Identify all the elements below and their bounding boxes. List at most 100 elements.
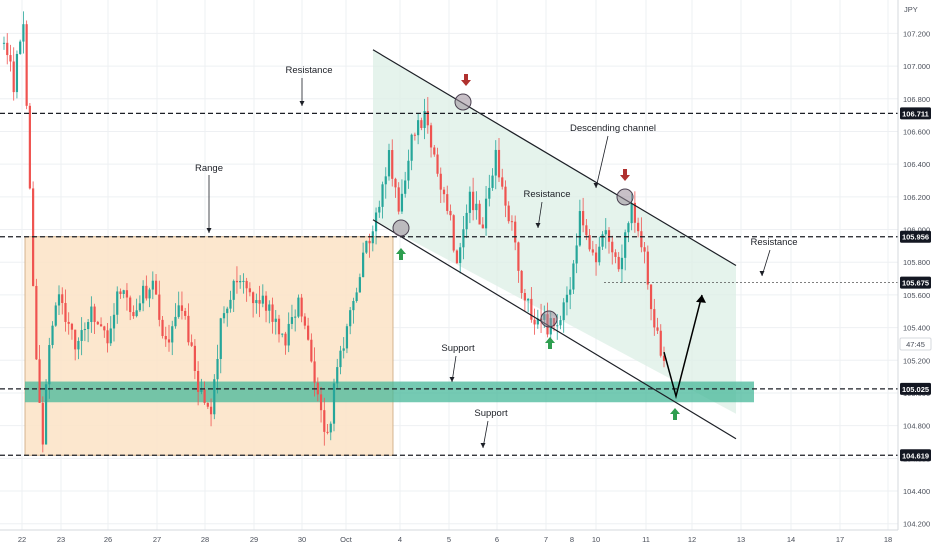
candle-body (517, 242, 520, 271)
candle-body (662, 355, 666, 361)
candle-body (462, 229, 465, 248)
price-tick-label: 106.200 (903, 193, 930, 202)
price-badge-label: 106.711 (902, 109, 929, 118)
candle-body (598, 246, 601, 263)
candle-body (226, 308, 229, 314)
pivot-circle (616, 188, 634, 206)
candle-body (116, 291, 119, 315)
candle-body (138, 303, 141, 311)
candle-body (413, 134, 416, 136)
candle-body (145, 285, 148, 299)
candle-body (193, 345, 196, 371)
candle-body (167, 339, 171, 343)
time-tick-label: 13 (737, 535, 745, 544)
candle-body (74, 329, 77, 350)
candle-body (316, 382, 319, 395)
time-tick-label: 11 (642, 535, 650, 544)
countdown-badge (899, 337, 932, 351)
time-tick-label: 12 (688, 535, 696, 544)
candle-body (387, 150, 391, 177)
time-tick-label: 5 (447, 535, 451, 544)
candle-body (184, 310, 187, 316)
candle-body (290, 317, 294, 324)
candle-body (630, 202, 633, 224)
candle-body (277, 318, 281, 335)
candle-body (397, 187, 400, 212)
zones (24, 49, 754, 456)
candle-body (190, 342, 193, 346)
candle-body (575, 245, 578, 264)
candle-body (497, 149, 501, 178)
candle-body (171, 326, 174, 343)
annotation-6: Support (474, 408, 508, 449)
candle-body (617, 256, 620, 270)
candle-body (653, 309, 656, 328)
candle-body (28, 105, 31, 189)
candle-body (61, 294, 64, 303)
candle-body (303, 316, 306, 326)
candle-body (420, 120, 423, 128)
time-tick-label: 10 (592, 535, 600, 544)
candle-body (142, 285, 145, 304)
time-axis[interactable]: 22 23 26 27 28 29 30 Oct 4 5 6 7 8 10 11 12 13 14 17 18 (0, 529, 898, 550)
candle-body (410, 134, 413, 161)
candle-body (187, 315, 190, 343)
candle-body (349, 310, 352, 327)
candle-body (358, 277, 361, 293)
annotation-1: Range (195, 163, 223, 233)
price-tick-label: 105.800 (903, 258, 930, 267)
candle-body (219, 318, 222, 359)
price-badge-label: 105.956 (902, 233, 929, 242)
candle-body (423, 111, 426, 128)
price-tick-label: 106.000 (903, 226, 930, 235)
candle-body (151, 280, 154, 290)
time-tick-label: 26 (104, 535, 112, 544)
candle-body (261, 295, 264, 304)
time-tick-label: Oct (340, 535, 353, 544)
candle-body (90, 306, 93, 323)
candle-body (507, 205, 510, 222)
candle-body (242, 280, 245, 282)
price-axis[interactable]: JPY104.200104.400104.600104.800105.00010… (897, 0, 932, 550)
annotation-label: Support (474, 408, 508, 419)
annotation-label: Descending channel (570, 123, 656, 134)
candle-body (326, 431, 329, 433)
time-tick-label: 18 (884, 535, 892, 544)
candle-body (569, 289, 572, 295)
candle-body (129, 297, 132, 313)
candle-body (520, 270, 523, 293)
candle-body (494, 149, 497, 176)
candle-body (319, 394, 323, 411)
candle-body (659, 330, 662, 356)
time-tick-label: 14 (787, 535, 795, 544)
candle-body (44, 384, 48, 445)
annotation-3: Resistance (524, 189, 571, 229)
candle-body (455, 250, 459, 264)
candle-body (468, 191, 471, 213)
candle-body (339, 350, 342, 368)
candle-body (362, 252, 365, 278)
projection-arrowhead (696, 294, 706, 303)
candle-body (174, 316, 177, 327)
candle-body (459, 247, 462, 264)
annotation-leader (595, 135, 609, 189)
annotation-arrowhead (593, 183, 599, 188)
candle-body (67, 321, 70, 324)
candle-body (70, 323, 74, 330)
price-tick-label: 106.400 (903, 160, 930, 169)
support-zone (25, 381, 754, 403)
candle-body (342, 348, 345, 351)
price-tick-label: 107.000 (903, 62, 930, 71)
candle-body (442, 189, 446, 195)
candle-body (624, 232, 627, 258)
annotation-arrowhead (759, 271, 765, 276)
candle-body (206, 402, 209, 407)
price-badge-label: 105.025 (902, 385, 929, 394)
price-tick-label: 104.800 (903, 422, 930, 431)
candle-body (177, 305, 180, 317)
annotation-2: Descending channel (570, 123, 656, 189)
price-tick-label: 105.600 (903, 291, 930, 300)
candle-body (472, 191, 475, 211)
candle-body (332, 383, 336, 424)
